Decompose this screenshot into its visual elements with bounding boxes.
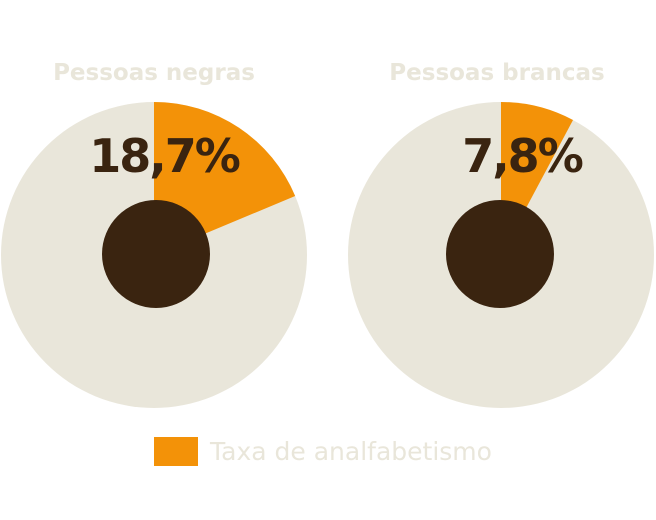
pie-brancas-center (446, 200, 554, 308)
pie-brancas: Pessoas brancas 7,8% (348, 60, 654, 408)
pie-negras-center (102, 200, 210, 308)
legend-swatch (154, 437, 198, 466)
pie-negras: Pessoas negras 18,7% (1, 60, 307, 408)
pie-negras-title: Pessoas negras (53, 60, 255, 86)
pie-brancas-value-label: 7,8% (462, 129, 582, 183)
legend: Taxa de analfabetismo (154, 437, 492, 466)
pie-brancas-title: Pessoas brancas (389, 60, 604, 86)
legend-label: Taxa de analfabetismo (209, 437, 492, 466)
pie-negras-value-label: 18,7% (89, 129, 239, 183)
